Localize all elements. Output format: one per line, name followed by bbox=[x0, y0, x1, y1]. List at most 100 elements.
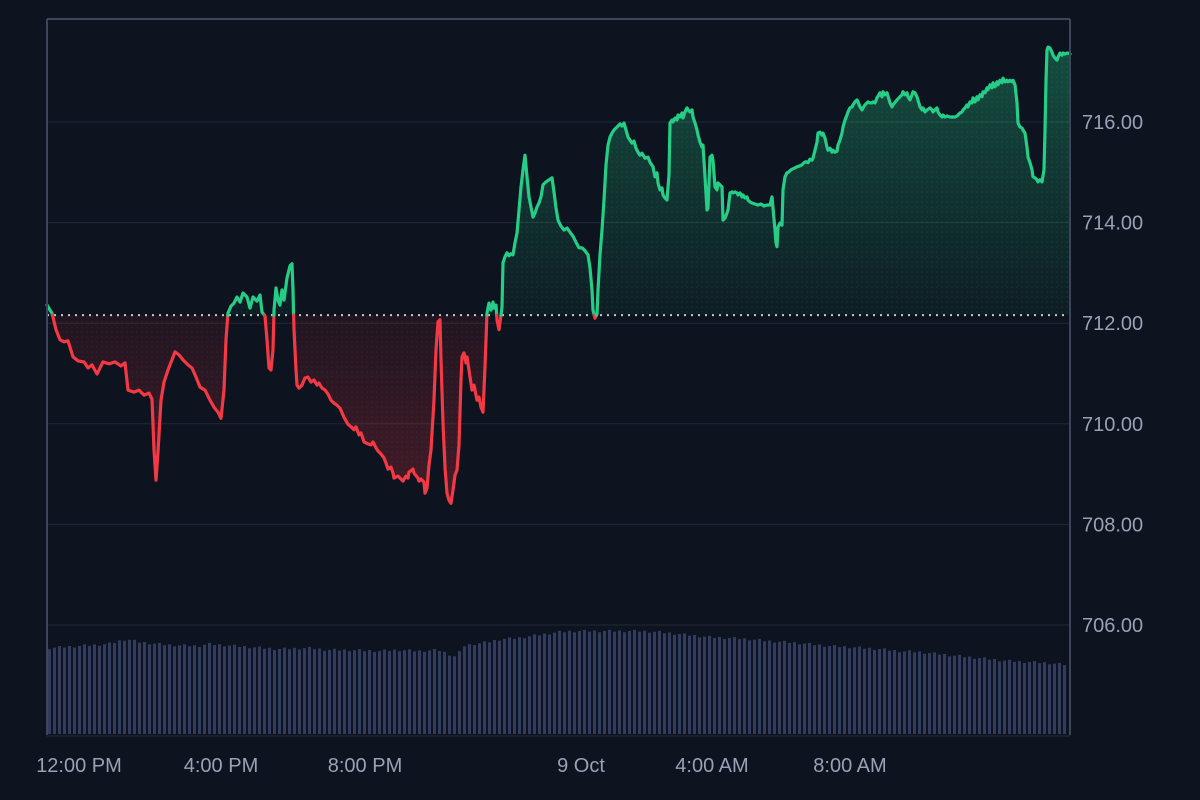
volume-bar bbox=[168, 644, 171, 734]
y-axis-label: 708.00 bbox=[1082, 514, 1143, 536]
volume-bar bbox=[603, 631, 606, 734]
volume-bar bbox=[263, 648, 266, 734]
volume-bar bbox=[98, 645, 101, 734]
volume-bar bbox=[103, 644, 106, 734]
volume-bar bbox=[973, 658, 976, 734]
volume-bar bbox=[993, 659, 996, 734]
volume-bar bbox=[273, 649, 276, 734]
volume-bar bbox=[1013, 661, 1016, 734]
volume-bar bbox=[628, 631, 631, 734]
volume-bar bbox=[1033, 661, 1036, 734]
volume-bar bbox=[383, 649, 386, 734]
volume-bars bbox=[48, 629, 1066, 734]
volume-bar bbox=[533, 634, 536, 734]
volume-bar bbox=[913, 652, 916, 734]
volume-bar bbox=[788, 643, 791, 734]
volume-bar bbox=[668, 632, 671, 734]
volume-bar bbox=[903, 651, 906, 734]
volume-bar bbox=[923, 653, 926, 734]
volume-bar bbox=[618, 630, 621, 734]
volume-bar bbox=[513, 638, 516, 734]
volume-bar bbox=[393, 649, 396, 734]
volume-bar bbox=[443, 651, 446, 734]
volume-bar bbox=[1028, 662, 1031, 734]
volume-bar bbox=[123, 640, 126, 734]
volume-bar bbox=[243, 646, 246, 734]
volume-bar bbox=[63, 647, 66, 734]
volume-bar bbox=[458, 651, 461, 734]
volume-bar bbox=[213, 645, 216, 734]
volume-bar bbox=[113, 642, 116, 734]
volume-bar bbox=[253, 647, 256, 734]
volume-bar bbox=[833, 645, 836, 734]
volume-bar bbox=[698, 637, 701, 734]
volume-bar bbox=[733, 637, 736, 734]
volume-bar bbox=[163, 645, 166, 734]
volume-bar bbox=[288, 649, 291, 734]
volume-bar bbox=[673, 634, 676, 734]
volume-bar bbox=[233, 644, 236, 734]
volume-bar bbox=[633, 629, 636, 734]
volume-bar bbox=[283, 647, 286, 734]
volume-bar bbox=[448, 655, 451, 734]
volume-bar bbox=[743, 638, 746, 734]
volume-bar bbox=[1003, 660, 1006, 734]
volume-bar bbox=[1063, 665, 1066, 734]
volume-bar bbox=[683, 633, 686, 734]
volume-bar bbox=[643, 630, 646, 734]
price-line-up bbox=[499, 153, 596, 317]
volume-bar bbox=[998, 661, 1001, 734]
volume-bar bbox=[843, 646, 846, 734]
volume-bar bbox=[463, 646, 466, 734]
volume-bar bbox=[653, 631, 656, 734]
volume-bar bbox=[863, 648, 866, 734]
volume-bar bbox=[928, 653, 931, 734]
volume-bar bbox=[418, 650, 421, 734]
price-line-down bbox=[262, 313, 276, 372]
volume-bar bbox=[328, 650, 331, 734]
volume-bar bbox=[228, 645, 231, 734]
volume-bar bbox=[303, 648, 306, 734]
volume-bar bbox=[953, 655, 956, 734]
volume-bar bbox=[433, 649, 436, 734]
volume-bar bbox=[968, 656, 971, 734]
volume-bar bbox=[708, 635, 711, 734]
volume-bar bbox=[723, 639, 726, 734]
volume-bar bbox=[758, 638, 761, 734]
volume-bar bbox=[248, 648, 251, 734]
x-axis-label: 12:00 PM bbox=[36, 755, 122, 777]
volume-bar bbox=[88, 645, 91, 734]
y-axis-label: 712.00 bbox=[1082, 313, 1143, 335]
volume-bar bbox=[748, 640, 751, 734]
volume-bar bbox=[468, 644, 471, 734]
y-axis-label: 716.00 bbox=[1082, 112, 1143, 134]
volume-bar bbox=[958, 654, 961, 734]
volume-bar bbox=[803, 643, 806, 734]
volume-bar bbox=[413, 651, 416, 734]
volume-bar bbox=[528, 636, 531, 734]
volume-bar bbox=[208, 642, 211, 734]
price-area-fill bbox=[47, 47, 1070, 504]
volume-bar bbox=[678, 634, 681, 734]
volume-bar bbox=[873, 649, 876, 734]
volume-bar bbox=[918, 651, 921, 734]
volume-bar bbox=[848, 648, 851, 734]
volume-bar bbox=[438, 651, 441, 734]
price-line bbox=[45, 45, 1072, 505]
volume-bar bbox=[1058, 662, 1061, 734]
volume-bar bbox=[488, 642, 491, 734]
price-line-down bbox=[495, 313, 503, 332]
price-line-down bbox=[292, 313, 489, 505]
volume-bar bbox=[473, 645, 476, 734]
volume-bar bbox=[988, 659, 991, 734]
volume-bar bbox=[718, 636, 721, 734]
volume-bar bbox=[173, 646, 176, 734]
volume-bar bbox=[703, 636, 706, 734]
volume-bar bbox=[58, 646, 61, 734]
volume-bar bbox=[333, 648, 336, 734]
price-line-up bbox=[485, 300, 499, 317]
volume-bar bbox=[908, 650, 911, 734]
volume-bar bbox=[938, 654, 941, 734]
volume-bar bbox=[158, 642, 161, 734]
